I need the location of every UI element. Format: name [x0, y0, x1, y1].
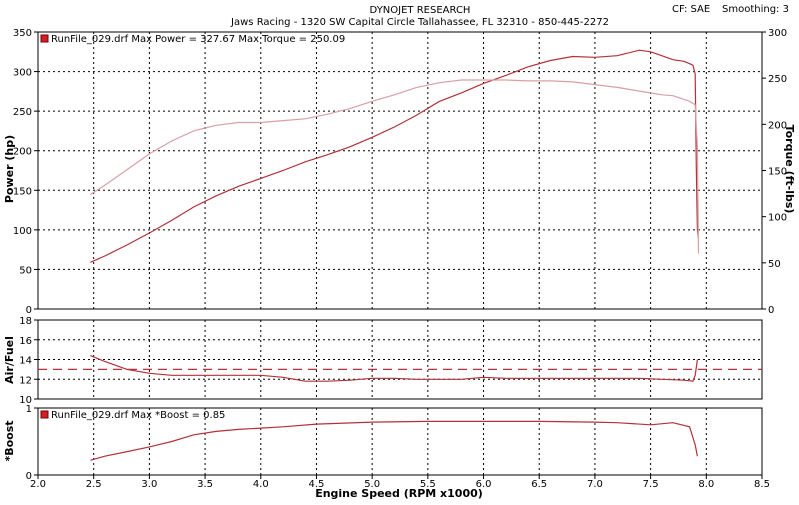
chart-title: DYNOJET RESEARCH — [370, 5, 471, 16]
left-tick-label: 12 — [19, 375, 32, 386]
legend-text: RunFile_029.drf Max *Boost = 0.85 — [51, 410, 225, 421]
legend-marker — [40, 410, 49, 419]
air-fuel-panel: 10 12 14 16 18 — [19, 316, 763, 406]
x-tick-label: 5.0 — [364, 479, 380, 490]
torque-line — [90, 79, 700, 254]
left-tick-label: 300 — [13, 68, 32, 79]
left-tick-label: 1 — [26, 404, 32, 415]
panel-frame — [37, 319, 763, 400]
legend-marker — [40, 34, 49, 43]
x-axis: 2.0 2.5 3.0 3.5 4.0 4.5 5.0 5.5 6.0 6.5 7.0 7.5 8.0 8… — [30, 475, 770, 490]
x-tick-label: 8.5 — [754, 479, 770, 490]
x-tick-label: 6.5 — [531, 479, 547, 490]
right-tick-label: 50 — [768, 259, 781, 270]
x-tick-label: 3.0 — [141, 479, 157, 490]
right-tick-label: 250 — [768, 74, 787, 85]
left-tick-label: 100 — [13, 226, 32, 237]
x-tick-label: 8.0 — [698, 479, 714, 490]
x-tick-label: 2.5 — [86, 479, 102, 490]
power-line — [90, 49, 700, 263]
left-tick-label: 250 — [13, 107, 32, 118]
smoothing-label: Smoothing: 3 — [722, 4, 789, 15]
right-tick-label: 150 — [768, 167, 787, 178]
left-tick-label: 150 — [13, 186, 32, 197]
torque-axis-label: Torque (ft-lbs) — [783, 125, 796, 214]
cf-label: CF: SAE — [672, 4, 710, 15]
left-tick-label: 200 — [13, 147, 32, 158]
left-tick-label: 50 — [19, 265, 32, 276]
right-tick-label: 0 — [768, 305, 774, 316]
x-axis-label: Engine Speed (RPM x1000) — [315, 487, 483, 500]
x-tick-label: 6.0 — [476, 479, 492, 490]
left-tick-label: 14 — [19, 356, 32, 367]
right-tick-label: 300 — [768, 28, 787, 39]
panel-frame — [37, 407, 763, 476]
x-tick-label: 2.0 — [30, 479, 46, 490]
air-fuel-line — [90, 355, 698, 382]
x-tick-label: 7.5 — [643, 479, 659, 490]
right-tick-label: 100 — [768, 213, 787, 224]
left-tick-label: 0 — [26, 305, 32, 316]
x-tick-label: 3.5 — [197, 479, 213, 490]
boost-panel: 0 1 RunFile_029.drf Max *Boost = 0.85 — [26, 404, 763, 482]
x-tick-label: 4.0 — [253, 479, 269, 490]
x-tick-label: 5.5 — [420, 479, 436, 490]
panel-frame — [37, 31, 763, 310]
power-torque-panel: 0 50 100 150 200 250 300 350 0 50 100 150 200 250 300 R… — [13, 28, 787, 316]
right-tick-label: 200 — [768, 120, 787, 131]
x-tick-label: 7.0 — [587, 479, 603, 490]
power-axis-label: Power (hp) — [3, 135, 16, 203]
legend-text: RunFile_029.drf Max Power = 327.67 Max T… — [51, 34, 345, 45]
left-tick-label: 10 — [19, 395, 32, 406]
left-tick-label: 0 — [26, 471, 32, 482]
left-tick-label: 18 — [19, 316, 32, 327]
left-tick-label: 350 — [13, 28, 32, 39]
boost-axis-label: *Boost — [3, 420, 16, 461]
air-fuel-axis-label: Air/Fuel — [3, 336, 16, 384]
boost-line — [90, 420, 698, 461]
left-tick-label: 16 — [19, 336, 32, 347]
chart-subtitle: Jaws Racing - 1320 SW Capital Circle Tal… — [230, 17, 609, 28]
x-tick-label: 4.5 — [309, 479, 325, 490]
